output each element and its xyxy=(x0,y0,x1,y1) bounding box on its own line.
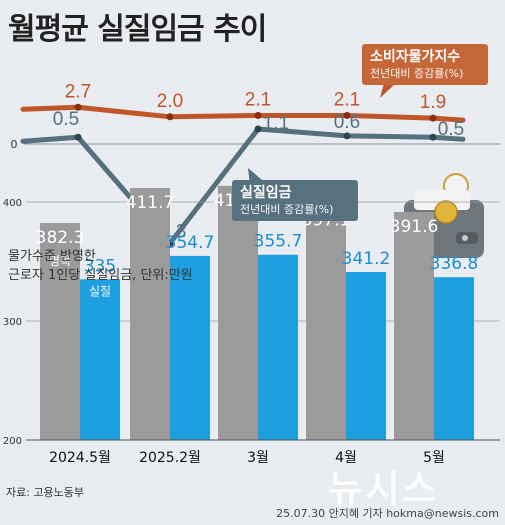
x-category-label: 3월 xyxy=(247,450,269,466)
data-label: 2.0 xyxy=(157,91,183,112)
wallet-paper-icon xyxy=(414,190,470,210)
source-note: 자료: 고용노동부 xyxy=(6,486,85,499)
cpi-callout-subtitle: 전년대비 증감률(%) xyxy=(370,66,464,80)
bar-real xyxy=(434,277,474,440)
bar-value-label: 354.7 xyxy=(166,233,215,253)
wallet-button-icon xyxy=(462,235,468,241)
y-tick-label: 300 xyxy=(3,317,22,328)
series-point xyxy=(166,113,174,121)
series-point xyxy=(343,132,351,140)
series-point xyxy=(254,111,262,119)
bar-value-label: 355.7 xyxy=(254,232,303,252)
series-name-nominal: 명목 xyxy=(49,254,71,268)
series-point xyxy=(429,114,437,122)
bar-real xyxy=(170,255,210,440)
series-name-real: 실질 xyxy=(89,284,111,298)
bar-real xyxy=(80,279,120,440)
x-category-label: 5월 xyxy=(423,450,445,466)
series-point xyxy=(343,111,351,119)
credit-line: 25.07.30 안지혜 기자 hokma@newsis.com xyxy=(276,507,499,520)
cpi-callout: 소비자물가지수 전년대비 증감률(%) xyxy=(362,44,488,86)
bar-real xyxy=(346,271,386,440)
x-category-label: 4월 xyxy=(335,450,357,466)
data-label: 0.5 xyxy=(438,119,464,140)
series-point xyxy=(429,133,437,141)
bar-note-line1: 물가수준 반영한 xyxy=(8,249,96,264)
bar-value-label: 341.2 xyxy=(342,249,391,269)
bar-value-label: 335 xyxy=(84,256,116,276)
series-line-cpi xyxy=(20,104,466,123)
cpi-callout-title: 소비자물가지수 xyxy=(370,49,461,65)
y-tick-label: 400 xyxy=(3,198,22,209)
bar-note-line2: 근로자 1인당 실질임금, 단위:만원 xyxy=(8,267,193,283)
data-label: 2.7 xyxy=(65,81,91,102)
wage-callout: 실질임금 전년대비 증감률(%) xyxy=(232,180,358,222)
bar-value-label: 336.8 xyxy=(430,254,479,274)
data-label: 0.5 xyxy=(53,109,79,130)
bar-chart-note: 물가수준 반영한 근로자 1인당 실질임금, 단위:만원 xyxy=(8,248,193,286)
bar-value-label: 391.6 xyxy=(390,217,439,237)
page-title: 월평균 실질임금 추이 xyxy=(8,12,267,47)
y-tick-label: 200 xyxy=(3,436,22,447)
bar-value-label: 382.3 xyxy=(36,228,85,248)
x-category-label: 2025.2월 xyxy=(139,450,201,466)
bar-real xyxy=(258,254,298,440)
x-category-label: 2024.5월 xyxy=(49,450,111,466)
series-point xyxy=(74,133,82,141)
bar-value-label: 411.7 xyxy=(126,193,175,213)
bar-nominal xyxy=(130,188,170,440)
zero-label: 0 xyxy=(11,138,18,151)
bar-nominal xyxy=(394,211,434,440)
data-label: 0.6 xyxy=(334,112,360,133)
data-label: 1.1 xyxy=(263,113,289,134)
series-point xyxy=(254,125,262,133)
data-label: 2.1 xyxy=(334,89,360,110)
wage-callout-title: 실질임금 xyxy=(240,185,292,201)
bar-nominal xyxy=(218,185,258,440)
series-point xyxy=(74,103,82,111)
bar-nominal xyxy=(306,205,346,440)
bar-nominal xyxy=(40,223,80,440)
wage-callout-subtitle: 전년대비 증감률(%) xyxy=(240,202,334,216)
watermark-logo: 뉴시스 xyxy=(328,467,439,511)
cpi-callout-pointer xyxy=(380,83,396,98)
data-label: 2.1 xyxy=(245,89,271,110)
coin-icon-2 xyxy=(434,200,458,224)
data-label: 1.9 xyxy=(420,92,446,113)
